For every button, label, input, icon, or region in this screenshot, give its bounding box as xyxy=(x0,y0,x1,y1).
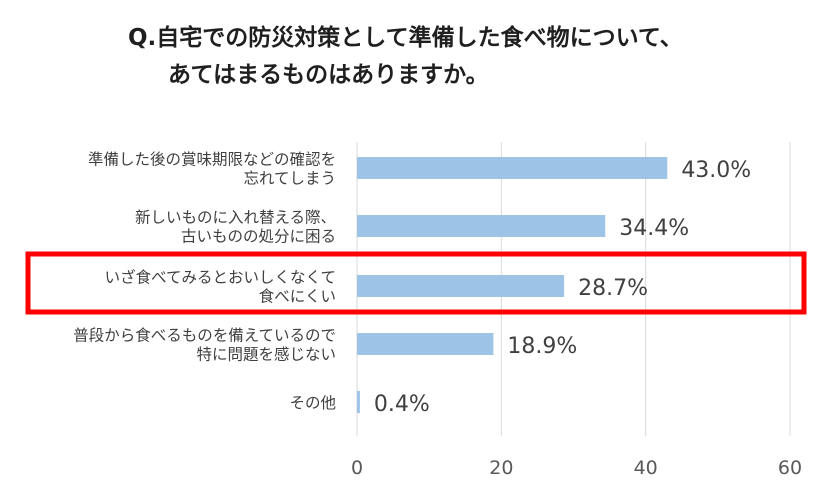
category-label: 新しいものに入れ替える際、 xyxy=(135,209,336,227)
title-line-1: Q.自宅での防災対策として準備した食べ物について、 xyxy=(128,25,683,51)
category-label: 食べにくい xyxy=(259,288,336,306)
x-tick-label: 60 xyxy=(778,457,802,479)
x-tick-label: 20 xyxy=(489,457,513,479)
highlight-box xyxy=(25,251,807,315)
bar xyxy=(357,215,606,237)
bar xyxy=(357,275,565,297)
category-label: いざ食べてみるとおいしくなくて xyxy=(105,268,336,287)
bar xyxy=(357,333,494,355)
category-label: 古いものの処分に困る xyxy=(181,228,336,246)
x-tick-label: 0 xyxy=(351,457,363,479)
bar xyxy=(357,391,360,413)
data-label: 43.0% xyxy=(681,158,751,183)
data-label: 0.4% xyxy=(374,392,430,417)
data-label: 34.4% xyxy=(619,216,689,241)
x-tick-label: 40 xyxy=(634,457,658,479)
category-label: その他 xyxy=(289,394,336,412)
title-line-2: あてはまるものはありますか。 xyxy=(168,62,489,88)
category-label: 忘れてしまう xyxy=(243,170,336,188)
category-label: 普段から食べるものを備えているので xyxy=(73,327,336,345)
data-label: 18.9% xyxy=(507,334,577,359)
category-label: 準備した後の賞味期限などの確認を xyxy=(88,151,336,169)
bar xyxy=(357,157,668,179)
category-label: 特に問題を感じない xyxy=(196,346,336,364)
data-label: 28.7% xyxy=(578,276,648,301)
